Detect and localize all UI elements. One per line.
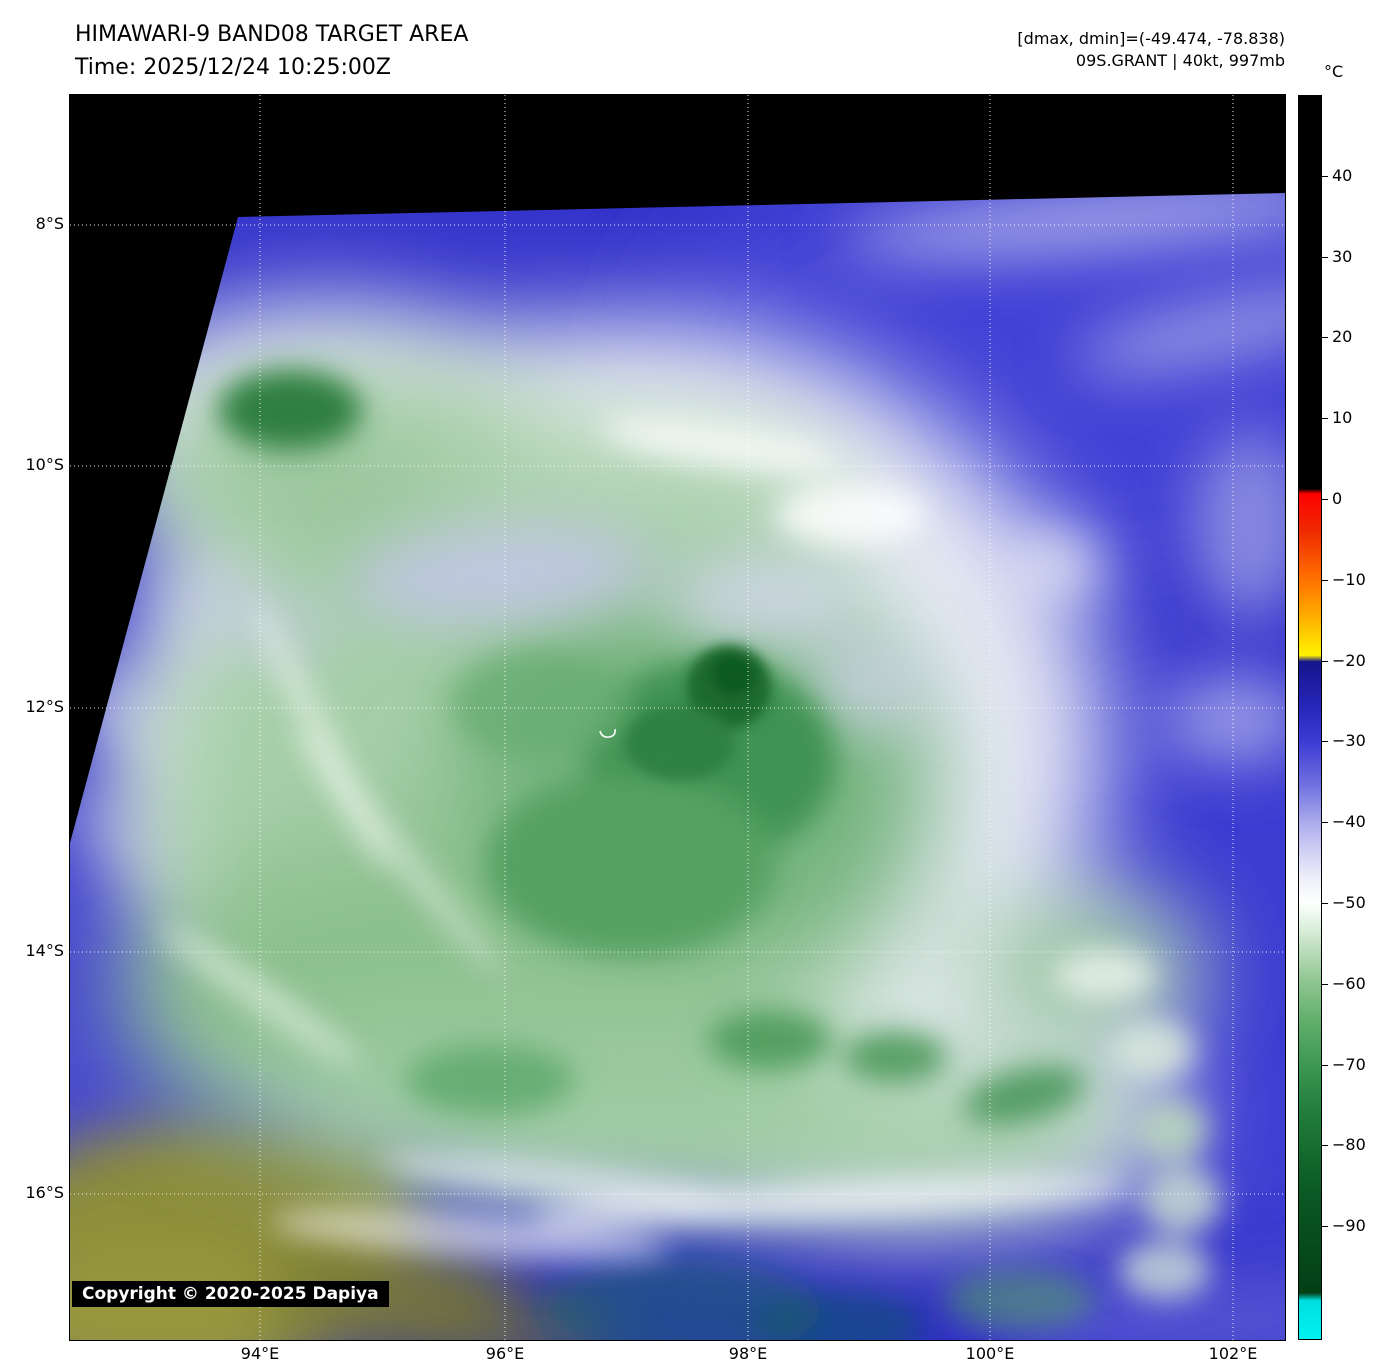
lon-label-96e: 96°E xyxy=(485,1344,525,1359)
lat-label-8s: 8°S xyxy=(35,214,64,233)
cbar-tick-20: 20 xyxy=(1322,327,1352,347)
no-data-mask xyxy=(70,95,1285,843)
tick-mark xyxy=(1322,1144,1328,1146)
tick-mark xyxy=(1322,660,1328,662)
tick-mark xyxy=(1322,983,1328,985)
cbar-tick-10: 10 xyxy=(1322,408,1352,428)
satellite-map: Copyright © 2020-2025 Dapiya xyxy=(70,95,1285,1340)
timestamp: Time: 2025/12/24 10:25:00Z xyxy=(75,55,391,80)
tick-mark xyxy=(1322,902,1328,904)
graticule xyxy=(70,95,1285,1340)
lat-label-12s: 12°S xyxy=(25,697,64,716)
cbar-tick-m70: −70 xyxy=(1322,1055,1366,1075)
cbar-tick-0: 0 xyxy=(1322,489,1342,509)
lat-label-16s: 16°S xyxy=(25,1183,64,1202)
cbar-tick-m50: −50 xyxy=(1322,893,1366,913)
satellite-imagery xyxy=(70,95,1285,1340)
storm-info: 09S.GRANT | 40kt, 997mb xyxy=(1075,51,1285,70)
lon-label-94e: 94°E xyxy=(240,1344,280,1359)
cbar-tick-m10: −10 xyxy=(1322,570,1366,590)
tick-mark xyxy=(1322,175,1328,177)
lon-label-102e: 102°E xyxy=(1208,1344,1258,1359)
lon-label-100e: 100°E xyxy=(965,1344,1015,1359)
cbar-tick-m40: −40 xyxy=(1322,812,1366,832)
copyright-badge: Copyright © 2020-2025 Dapiya xyxy=(72,1281,389,1307)
tick-mark xyxy=(1322,821,1328,823)
lon-label-98e: 98°E xyxy=(728,1344,768,1359)
cbar-tick-m30: −30 xyxy=(1322,731,1366,751)
header-right: [dmax, dmin]=(-49.474, -78.838) 09S.GRAN… xyxy=(1017,28,1285,72)
colorbar-unit-label: °C xyxy=(1324,62,1344,81)
tick-mark xyxy=(1322,1064,1328,1066)
tick-mark xyxy=(1322,579,1328,581)
temperature-colorbar xyxy=(1298,95,1322,1340)
tick-mark xyxy=(1322,417,1328,419)
island-outline xyxy=(599,728,616,738)
tick-mark xyxy=(1322,740,1328,742)
cbar-tick-m60: −60 xyxy=(1322,974,1366,994)
tick-mark xyxy=(1322,498,1328,500)
cbar-tick-30: 30 xyxy=(1322,247,1352,267)
header-left: HIMAWARI-9 BAND08 TARGET AREA Time: 2025… xyxy=(75,18,468,84)
tick-mark xyxy=(1322,256,1328,258)
cbar-tick-40: 40 xyxy=(1322,166,1352,186)
dmax-dmin-readout: [dmax, dmin]=(-49.474, -78.838) xyxy=(1017,29,1285,48)
tick-mark xyxy=(1322,336,1328,338)
lat-label-14s: 14°S xyxy=(25,941,64,960)
page-title: HIMAWARI-9 BAND08 TARGET AREA xyxy=(75,22,469,47)
tick-mark xyxy=(1322,1225,1328,1227)
cbar-tick-m20: −20 xyxy=(1322,651,1366,671)
lat-label-10s: 10°S xyxy=(25,455,64,474)
cbar-tick-m90: −90 xyxy=(1322,1216,1366,1236)
cbar-tick-m80: −80 xyxy=(1322,1135,1366,1155)
